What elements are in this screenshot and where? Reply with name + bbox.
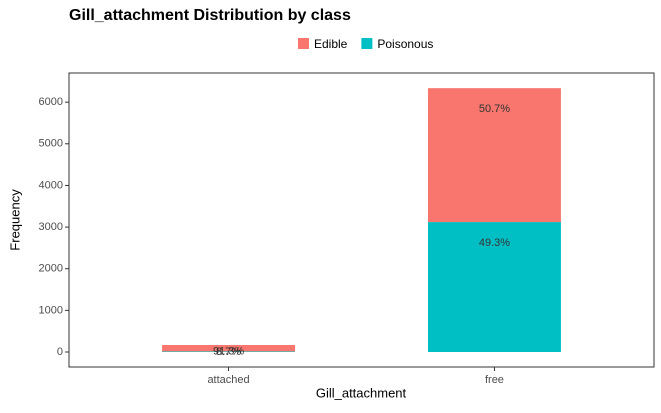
x-tick-label: attached [207,374,249,386]
bar-segment [162,351,296,353]
y-tick-label: 0 [57,346,63,358]
value-label: 91.3% [213,345,244,357]
y-tick-label: 6000 [39,96,63,108]
y-tick-label: 2000 [39,263,63,275]
value-label: 49.3% [479,237,510,249]
legend-swatch [298,38,309,49]
legend-label: Edible [314,37,348,51]
x-axis-title: Gill_attachment [316,385,407,400]
y-tick-label: 3000 [39,221,63,233]
bar-segment [162,345,296,352]
bar-segment [427,222,561,353]
plot-frame [68,72,655,368]
x-tick-label: free [485,374,504,386]
legend-swatch [361,38,373,49]
y-tick-label: 1000 [39,304,63,316]
y-tick-label: 4000 [39,179,63,191]
legend-label: Poisonous [377,37,433,51]
y-axis-title: Frequency [7,189,22,251]
bar-segment [427,88,561,223]
value-label: 8.7% [216,346,241,358]
chart-title: Gill_attachment Distribution by class [69,7,351,24]
y-tick-label: 5000 [39,138,63,150]
value-label: 50.7% [479,103,510,115]
